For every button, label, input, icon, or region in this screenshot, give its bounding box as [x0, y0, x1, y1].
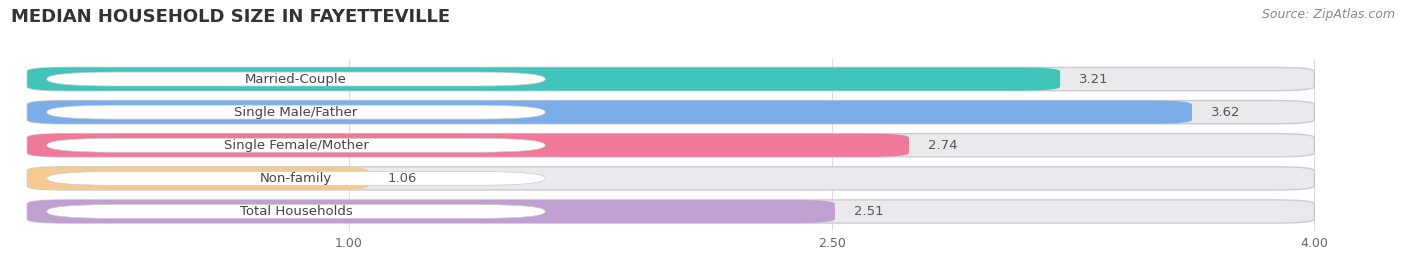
Text: Non-family: Non-family: [260, 172, 332, 185]
Text: 3.62: 3.62: [1212, 106, 1241, 119]
FancyBboxPatch shape: [27, 68, 1060, 91]
Text: 1.06: 1.06: [388, 172, 418, 185]
FancyBboxPatch shape: [27, 68, 1315, 91]
Text: 2.51: 2.51: [855, 205, 884, 218]
FancyBboxPatch shape: [46, 204, 546, 218]
FancyBboxPatch shape: [27, 134, 908, 157]
Text: Source: ZipAtlas.com: Source: ZipAtlas.com: [1261, 8, 1395, 21]
FancyBboxPatch shape: [27, 134, 1315, 157]
Text: 3.21: 3.21: [1080, 73, 1109, 86]
FancyBboxPatch shape: [46, 138, 546, 152]
FancyBboxPatch shape: [27, 167, 368, 190]
FancyBboxPatch shape: [27, 101, 1315, 124]
Text: MEDIAN HOUSEHOLD SIZE IN FAYETTEVILLE: MEDIAN HOUSEHOLD SIZE IN FAYETTEVILLE: [11, 8, 450, 26]
Text: Total Households: Total Households: [239, 205, 353, 218]
FancyBboxPatch shape: [46, 72, 546, 86]
Text: Married-Couple: Married-Couple: [245, 73, 347, 86]
FancyBboxPatch shape: [27, 200, 1315, 223]
FancyBboxPatch shape: [27, 167, 1315, 190]
FancyBboxPatch shape: [27, 200, 835, 223]
Text: Single Female/Mother: Single Female/Mother: [224, 139, 368, 152]
FancyBboxPatch shape: [46, 171, 546, 185]
Text: 2.74: 2.74: [928, 139, 957, 152]
FancyBboxPatch shape: [46, 105, 546, 119]
Text: Single Male/Father: Single Male/Father: [235, 106, 357, 119]
FancyBboxPatch shape: [27, 101, 1192, 124]
